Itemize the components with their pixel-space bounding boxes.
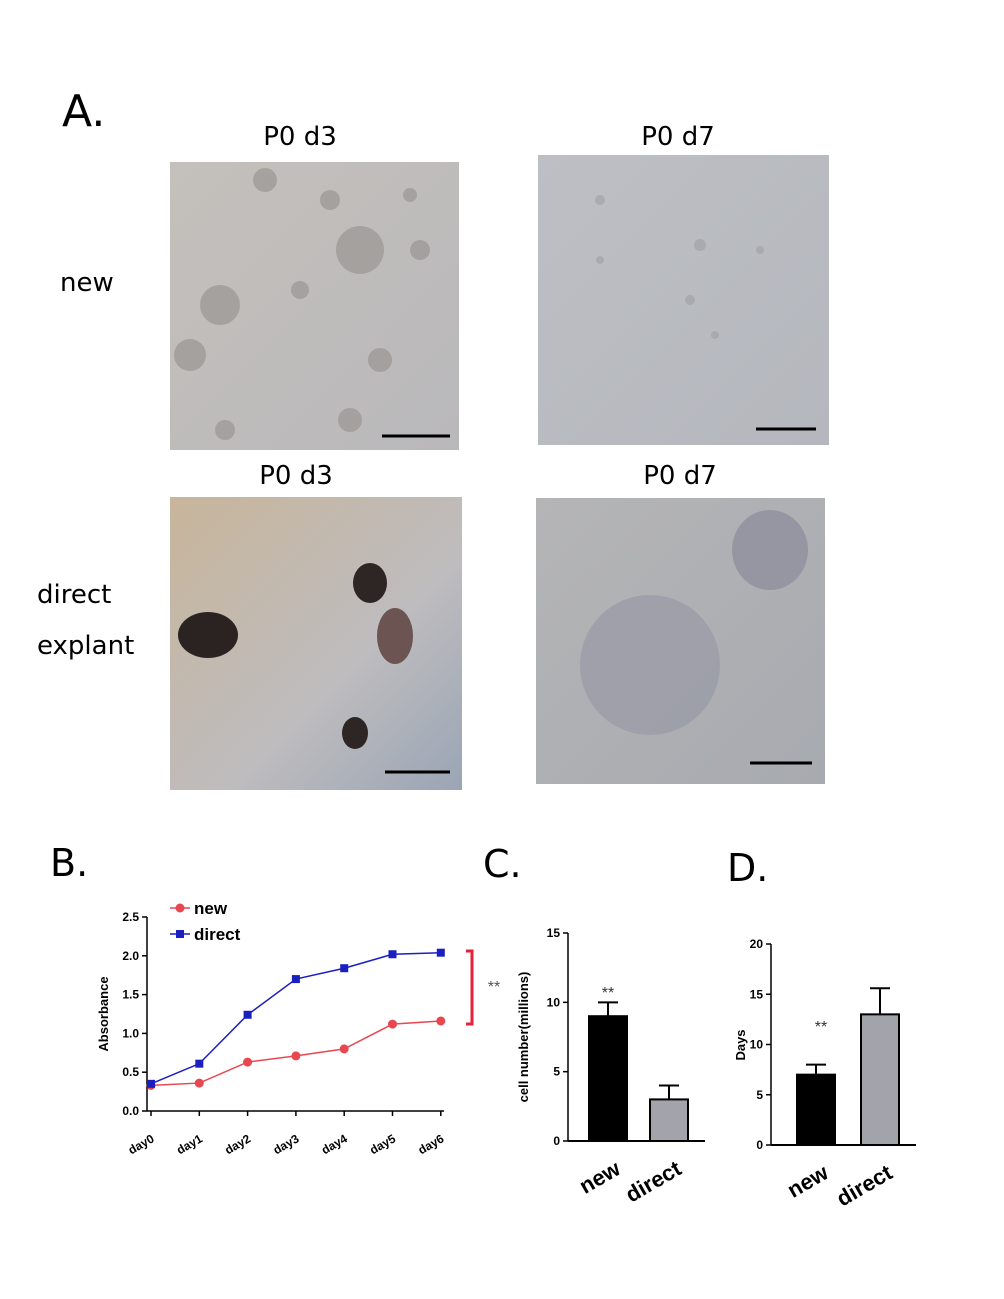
y-axis-label: cell number(millions) xyxy=(516,972,531,1103)
x-tick-label: day2 xyxy=(222,1131,253,1157)
x-tick-label: day6 xyxy=(416,1131,447,1157)
marker xyxy=(147,1079,155,1088)
y-axis-label: Absorbance xyxy=(96,976,111,1051)
column-title: P0 d7 xyxy=(641,122,715,152)
y-tick-label: 2.5 xyxy=(122,910,139,924)
line xyxy=(150,951,441,1085)
micrograph xyxy=(170,162,459,450)
x-tick-label: day0 xyxy=(126,1131,157,1157)
micrograph xyxy=(536,498,825,784)
x-tick-label: day5 xyxy=(367,1131,398,1157)
x-tick-label: day3 xyxy=(271,1131,302,1157)
y-tick-label: 2.0 xyxy=(122,949,139,963)
row-label: new xyxy=(60,268,114,298)
legend-marker xyxy=(176,930,184,938)
y-tick-label: 10 xyxy=(547,995,561,1009)
marker xyxy=(388,950,397,959)
x-tick-label: day1 xyxy=(174,1131,205,1157)
marker xyxy=(291,1051,301,1061)
marker xyxy=(243,1010,252,1019)
marker xyxy=(436,1016,446,1026)
column-title: P0 d7 xyxy=(643,461,717,491)
legend-marker xyxy=(175,903,185,913)
y-tick-label: 1.0 xyxy=(122,1026,139,1040)
panel-label: A. xyxy=(62,86,105,137)
y-tick-label: 15 xyxy=(547,926,561,940)
marker xyxy=(194,1078,204,1088)
row-label: explant xyxy=(37,631,134,661)
panel-label: D. xyxy=(727,846,768,890)
marker xyxy=(340,964,349,973)
marker xyxy=(291,975,300,984)
y-tick-label: 0.0 xyxy=(122,1104,139,1118)
y-tick-label: 0 xyxy=(553,1134,560,1148)
x-tick-label: day4 xyxy=(319,1131,350,1157)
marker xyxy=(436,948,445,957)
panel-label: C. xyxy=(483,842,522,886)
bar xyxy=(860,1013,900,1146)
panel-label: B. xyxy=(50,841,88,885)
column-title: P0 d3 xyxy=(263,122,337,152)
y-tick-label: 0.5 xyxy=(122,1065,139,1079)
annotation: ** xyxy=(602,985,614,1002)
y-axis-label: Days xyxy=(733,1029,748,1060)
annotation: ** xyxy=(488,979,500,996)
marker xyxy=(195,1059,204,1068)
x-tick-label: direct xyxy=(621,1155,686,1207)
y-tick-label: 20 xyxy=(750,937,764,951)
y-tick-label: 10 xyxy=(750,1038,764,1052)
annotation: ** xyxy=(815,1019,827,1036)
column-title: P0 d3 xyxy=(259,461,333,491)
marker xyxy=(339,1044,349,1054)
row-label: direct xyxy=(37,580,111,610)
x-tick-label: direct xyxy=(832,1159,897,1211)
x-tick-label: new xyxy=(783,1159,833,1202)
y-tick-label: 5 xyxy=(756,1088,763,1102)
micrograph xyxy=(170,497,462,790)
y-tick-label: 0 xyxy=(756,1138,763,1152)
y-tick-label: 15 xyxy=(750,987,764,1001)
bar xyxy=(649,1098,689,1143)
y-tick-label: 1.5 xyxy=(122,988,139,1002)
micrograph xyxy=(538,155,829,445)
marker xyxy=(388,1019,397,1029)
bar xyxy=(796,1073,836,1147)
significance-bracket xyxy=(466,949,474,1026)
legend-label: new xyxy=(194,899,228,918)
bar xyxy=(588,1015,628,1143)
y-tick-label: 5 xyxy=(553,1065,560,1079)
marker xyxy=(243,1057,253,1067)
x-tick-label: new xyxy=(575,1155,625,1198)
legend-label: direct xyxy=(194,925,241,944)
